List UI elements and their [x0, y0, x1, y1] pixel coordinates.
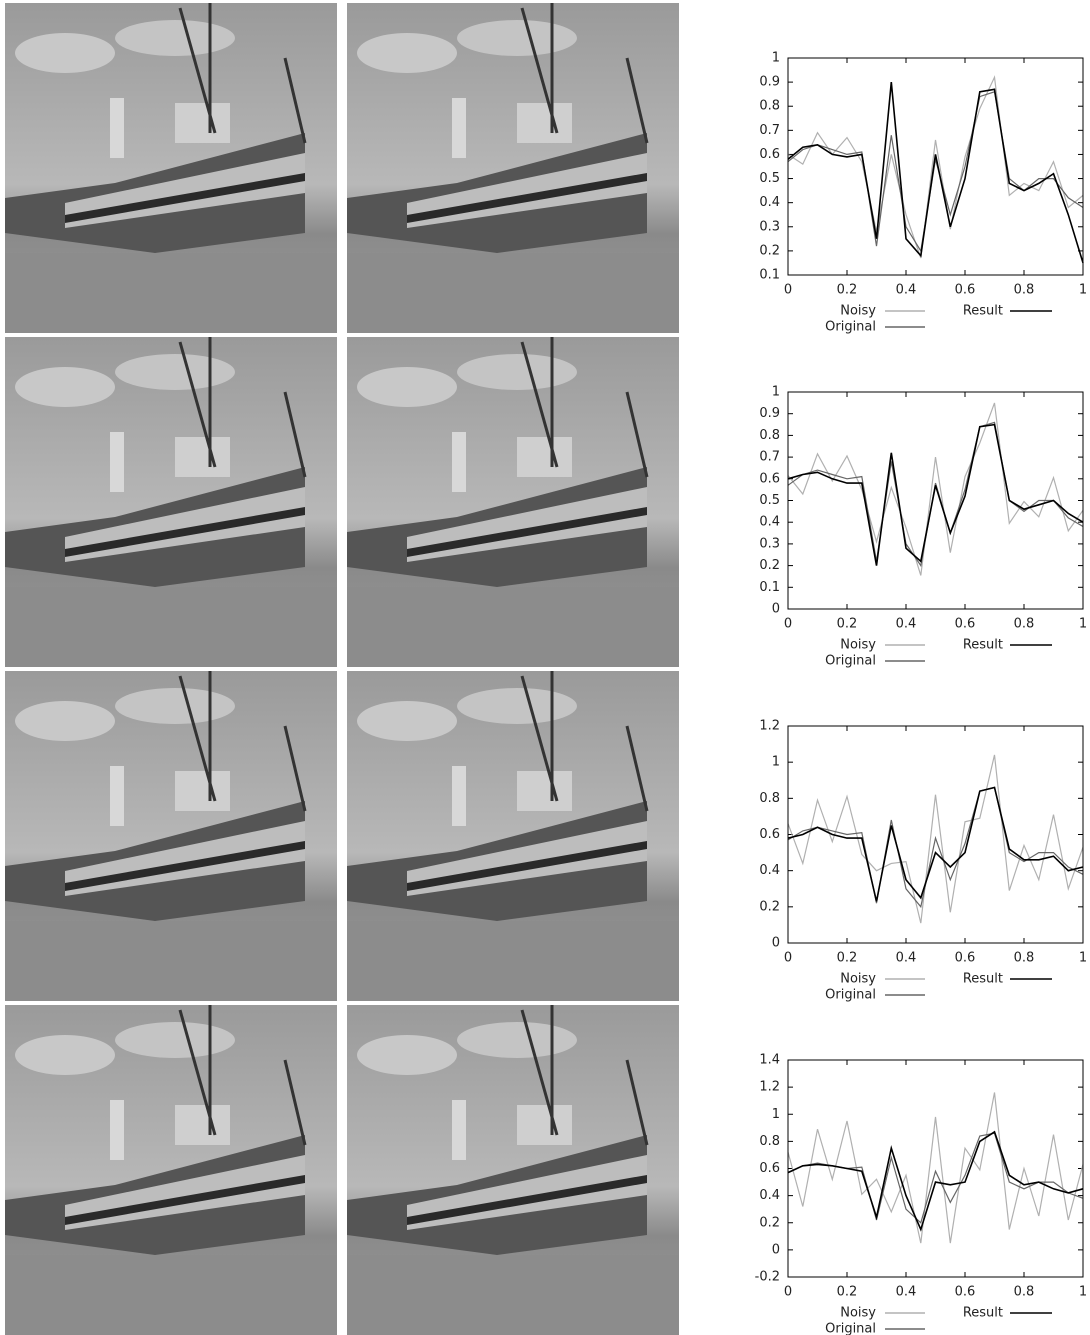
y-tick-label: 0	[772, 1242, 780, 1257]
x-tick-label: 0.8	[1014, 617, 1035, 632]
noisy-image	[5, 671, 337, 1001]
y-tick-label: 0.7	[759, 123, 780, 138]
y-tick-label: 0.3	[759, 536, 780, 551]
y-tick-label: 0	[772, 602, 780, 617]
data-line	[787, 1092, 1084, 1244]
y-tick-label: 1.2	[759, 1080, 780, 1095]
data-line	[787, 75, 1084, 259]
x-tick-label: 0	[784, 1285, 792, 1300]
image-grid	[5, 3, 679, 1335]
y-tick-label: 0.3	[759, 219, 780, 234]
x-tick-label: 0.4	[896, 283, 917, 298]
x-tick-label: 0.6	[955, 1285, 976, 1300]
x-tick-label: 0.4	[896, 951, 917, 966]
data-line	[787, 1130, 1084, 1232]
data-line	[787, 423, 1084, 566]
x-tick-label: 0.6	[955, 951, 976, 966]
y-tick-label: 0.9	[759, 75, 780, 90]
x-tick-label: 0.6	[955, 617, 976, 632]
y-tick-label: 0.1	[759, 268, 780, 283]
y-tick-label: 0.2	[759, 899, 780, 914]
y-tick-label: 0.5	[759, 493, 780, 508]
x-tick-label: 0	[784, 283, 792, 298]
data-line	[787, 786, 1084, 909]
legend-label: Result	[963, 1306, 1003, 1321]
legend-label: Original	[825, 320, 876, 335]
y-tick-label: 0.9	[759, 406, 780, 421]
plot-frame	[787, 391, 1084, 610]
y-tick-label: 0.7	[759, 450, 780, 465]
legend-label: Result	[963, 638, 1003, 653]
y-tick-label: 0.6	[759, 471, 780, 486]
y-tick-label: 1	[772, 1107, 780, 1122]
x-tick-label: 0.8	[1014, 283, 1035, 298]
data-line	[787, 402, 1084, 576]
x-tick-label: 0.2	[837, 283, 858, 298]
denoised-image	[347, 337, 679, 667]
plot-frame	[787, 725, 1084, 944]
plot-frame	[787, 57, 1084, 276]
legend-label: Noisy	[840, 638, 876, 653]
y-tick-label: 1	[772, 755, 780, 770]
y-tick-label: 0.8	[759, 1134, 780, 1149]
y-tick-label: 1	[772, 385, 780, 400]
x-tick-label: 1	[1079, 1285, 1087, 1300]
y-tick-label: 0.6	[759, 147, 780, 162]
x-tick-label: 0.4	[896, 617, 917, 632]
y-tick-label: 1.2	[759, 719, 780, 734]
x-tick-label: 0	[784, 617, 792, 632]
x-tick-label: 1	[1079, 617, 1087, 632]
y-tick-label: 0.2	[759, 558, 780, 573]
data-line	[787, 754, 1084, 924]
y-tick-label: 0.1	[759, 580, 780, 595]
x-tick-label: 0.2	[837, 951, 858, 966]
legend-label: Original	[825, 988, 876, 1003]
y-tick-label: 0.5	[759, 171, 780, 186]
data-line	[787, 786, 1084, 902]
x-tick-label: 0.8	[1014, 1285, 1035, 1300]
denoised-image	[347, 671, 679, 1001]
x-tick-label: 1	[1079, 951, 1087, 966]
legend-label: Result	[963, 972, 1003, 987]
y-tick-label: 0.8	[759, 428, 780, 443]
y-tick-label: -0.2	[755, 1270, 780, 1285]
x-tick-label: 0.8	[1014, 951, 1035, 966]
legend-label: Noisy	[840, 972, 876, 987]
y-tick-label: 0.6	[759, 1161, 780, 1176]
legend-label: Original	[825, 654, 876, 669]
noisy-image	[5, 337, 337, 667]
y-tick-label: 0.4	[759, 515, 780, 530]
data-line	[787, 91, 1084, 253]
y-tick-label: 0.4	[759, 863, 780, 878]
data-line	[787, 421, 1084, 568]
legend-label: Original	[825, 1322, 876, 1335]
y-tick-label: 0.4	[759, 195, 780, 210]
noisy-image	[5, 1005, 337, 1335]
x-tick-label: 0.2	[837, 1285, 858, 1300]
y-tick-label: 0.6	[759, 827, 780, 842]
x-tick-label: 0.2	[837, 617, 858, 632]
denoised-image	[347, 3, 679, 333]
y-tick-label: 0.4	[759, 1188, 780, 1203]
y-tick-label: 0.8	[759, 99, 780, 114]
legend-label: Noisy	[840, 1306, 876, 1321]
y-tick-label: 1.4	[759, 1053, 780, 1068]
denoised-image	[347, 1005, 679, 1335]
x-tick-label: 0	[784, 951, 792, 966]
y-tick-label: 1	[772, 51, 780, 66]
y-tick-label: 0	[772, 936, 780, 951]
x-tick-label: 0.4	[896, 1285, 917, 1300]
y-tick-label: 0.2	[759, 243, 780, 258]
legend-label: Noisy	[840, 304, 876, 319]
x-tick-label: 0.6	[955, 283, 976, 298]
y-tick-label: 0.2	[759, 1215, 780, 1230]
x-tick-label: 1	[1079, 283, 1087, 298]
data-line	[787, 82, 1084, 264]
y-tick-label: 0.8	[759, 791, 780, 806]
legend-label: Result	[963, 304, 1003, 319]
noisy-image	[5, 3, 337, 333]
plot-frame	[787, 1059, 1084, 1278]
